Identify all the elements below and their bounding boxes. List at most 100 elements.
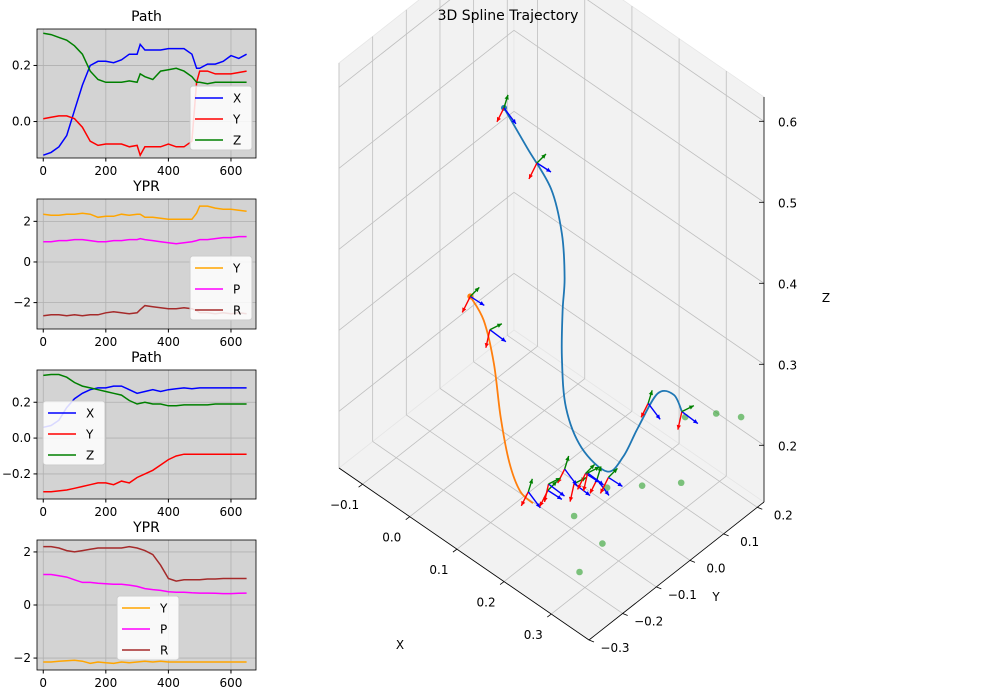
x-tick-label: −0.1 <box>330 498 359 512</box>
gridline-3d <box>513 191 765 365</box>
legend-label: X <box>233 92 241 106</box>
legend-label: P <box>233 283 240 297</box>
legend-box <box>189 85 253 151</box>
scatter-point <box>737 413 745 421</box>
subplot-title: Path <box>131 9 162 25</box>
frame-arrowhead <box>484 342 489 348</box>
frame-arrowhead <box>688 405 694 410</box>
gridline-3d <box>586 0 765 122</box>
gridline-3d <box>338 29 515 169</box>
x-tick <box>452 548 458 553</box>
x-tick-label: 0.3 <box>524 628 543 642</box>
y-tick-label: −2 <box>13 296 31 310</box>
x-axis-label: X <box>396 638 404 652</box>
x-tick-label: 400 <box>157 505 180 519</box>
frame-arrowhead <box>655 414 661 420</box>
gridline-3d <box>456 410 633 550</box>
frame-arrowhead <box>617 482 623 487</box>
gridline-3d <box>513 110 765 284</box>
y-tick-label: 0.2 <box>12 395 31 409</box>
x-tick-label: 200 <box>94 676 117 690</box>
subplot-title: YPR <box>132 520 160 536</box>
legend-label: R <box>160 644 168 658</box>
y-axis-label: Y <box>711 590 720 604</box>
x-tick-label: 0 <box>39 676 47 690</box>
frame-arrowhead <box>528 478 534 484</box>
y-tick-label: 0.1 <box>740 535 759 549</box>
frame-arrowhead <box>535 502 541 508</box>
frame-arrowhead <box>600 488 605 494</box>
z-tick-label: 0.6 <box>778 115 797 129</box>
x-tick-label: 400 <box>157 335 180 349</box>
z-tick-label: 0.5 <box>778 196 797 210</box>
scatter-point <box>638 482 646 489</box>
frame-arrowhead <box>565 456 570 461</box>
frame-arrowhead <box>585 491 591 496</box>
y-tick-label: −0.2 <box>2 467 31 481</box>
frame-arrowhead <box>692 419 698 424</box>
gridline-3d <box>513 29 765 203</box>
legend-label: X <box>86 407 94 421</box>
y-tick <box>588 639 595 643</box>
plot-title: 3D Spline Trajectory <box>438 8 579 24</box>
z-tick-label: 0.3 <box>778 358 797 372</box>
x-tick-label: 400 <box>157 676 180 690</box>
y-tick-label: −0.3 <box>600 641 629 655</box>
series-line-Y <box>43 659 247 665</box>
frame-arrowhead <box>598 480 604 485</box>
y-tick-label: 0 <box>23 598 31 612</box>
gridline-3d <box>372 441 623 614</box>
y-axis-line <box>588 501 765 641</box>
frame-arrowhead <box>511 118 516 124</box>
y-tick-label: 2 <box>23 545 31 559</box>
y-tick <box>622 613 628 616</box>
axes-frame <box>36 198 257 330</box>
frame-arrowhead <box>589 464 595 470</box>
x-tick-label: 400 <box>157 164 180 178</box>
frame-arrowhead <box>604 490 610 496</box>
x-tick <box>405 516 410 520</box>
z-tick-label: 0.4 <box>778 277 797 291</box>
axes-frame <box>36 369 257 500</box>
x-tick-label: 200 <box>94 164 117 178</box>
scatter-point <box>570 512 578 520</box>
x-tick-label: 200 <box>94 335 117 349</box>
frame-arrowhead <box>521 500 526 506</box>
frame-arrowhead <box>559 491 565 497</box>
gridline-3d <box>439 388 691 561</box>
series-line-R <box>43 545 247 582</box>
subplot-3: 0 200 400 600 −0.2 0.0 0.2 Path XYZ <box>2 350 257 519</box>
frame-arrowhead <box>594 466 600 471</box>
frame-arrowhead <box>474 287 480 293</box>
frame-arrowhead <box>590 488 594 494</box>
y-tick-label: −2 <box>13 651 31 665</box>
frame-arrowhead <box>496 323 502 328</box>
series-line-Z <box>43 373 247 407</box>
scatter-point <box>599 540 606 547</box>
frame-arrowhead <box>546 167 551 172</box>
x-tick-label: 0.0 <box>382 531 401 545</box>
legend: XYZ <box>42 400 106 466</box>
gridline-3d <box>362 345 538 485</box>
legend-box <box>42 400 106 466</box>
x-tick-label: 0.1 <box>429 563 448 577</box>
y-tick-label: 0.0 <box>706 561 725 575</box>
x-tick-label: 0.2 <box>477 596 496 610</box>
frame-arrowhead <box>568 496 574 502</box>
scatter-point <box>603 484 611 492</box>
y-tick-label: 0.0 <box>12 431 31 445</box>
y-tick <box>689 560 696 563</box>
frame-arrowhead <box>504 94 509 100</box>
frame-arrowhead <box>528 173 533 179</box>
frame-arrowhead <box>612 468 618 474</box>
legend: YPR <box>116 595 180 661</box>
spline-trajectory-2 <box>469 295 534 504</box>
y-tick-label: −0.1 <box>668 588 697 602</box>
x-tick-label: 600 <box>220 505 243 519</box>
spline-trajectory-1 <box>503 107 683 473</box>
legend-label: Z <box>233 134 241 148</box>
z-axis-label: Z <box>822 291 830 305</box>
y-tick-label: 0 <box>23 255 31 269</box>
frame-arrowhead <box>648 390 653 396</box>
